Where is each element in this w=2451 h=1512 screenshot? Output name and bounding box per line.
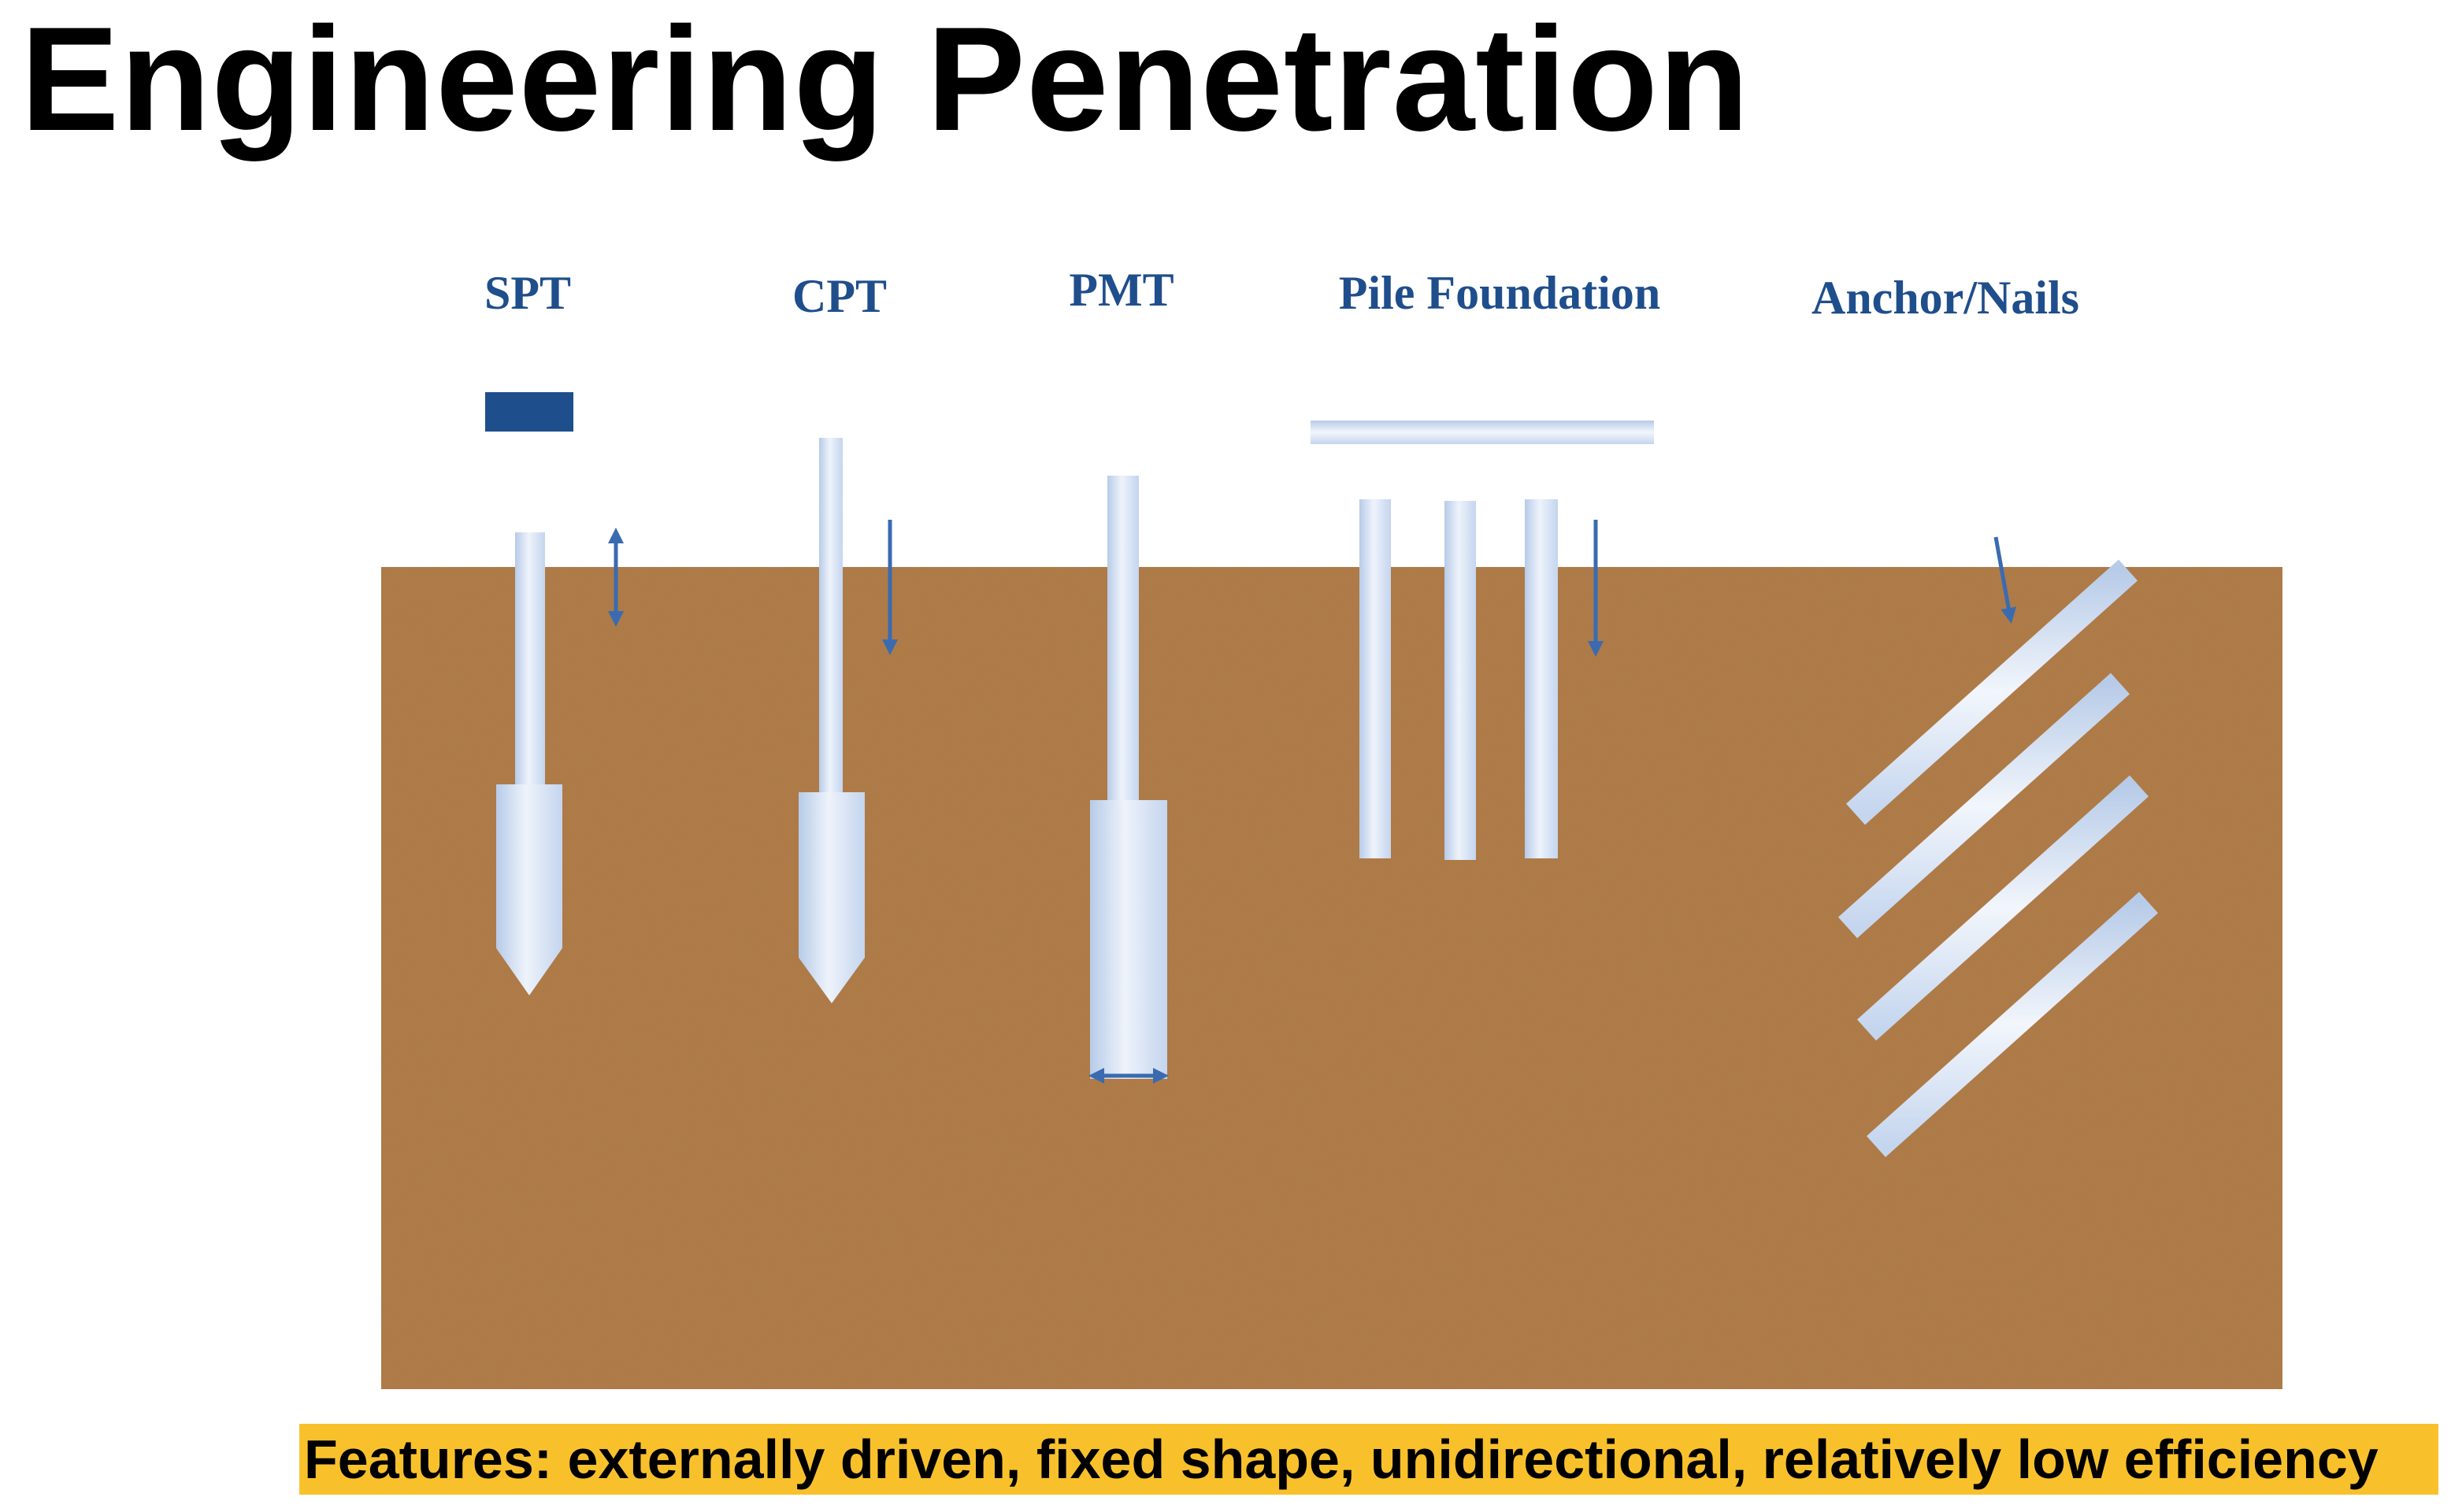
pile-cap [1311, 421, 1654, 444]
nail-2 [1837, 673, 2130, 939]
pile-foundation [1311, 421, 1654, 860]
pile-2 [1444, 501, 1476, 860]
anchor-nails [1837, 536, 2159, 1158]
label-cpt: CPT [792, 270, 887, 322]
cpt-tip [799, 958, 865, 1003]
spt-tip [496, 948, 562, 995]
label-anchor-nails: Anchor/Nails [1811, 272, 2079, 324]
spt-sampler-body [496, 784, 562, 948]
nail-4 [1866, 891, 2159, 1158]
pile-1 [1359, 499, 1391, 858]
pile-3 [1525, 499, 1558, 858]
spt-hammer-block-icon [485, 392, 573, 432]
slide-title: Engineering Penetration [20, 0, 1750, 161]
label-pmt: PMT [1069, 264, 1174, 316]
pmt-rod [1107, 476, 1139, 835]
nail-3 [1856, 775, 2149, 1041]
pmt-probe [1088, 476, 1169, 1084]
pmt-cell [1090, 800, 1167, 1079]
label-pile-foundation: Pile Foundation [1339, 267, 1660, 319]
features-note: Features: externally driven, fixed shape… [299, 1424, 2438, 1495]
label-spt: SPT [484, 267, 571, 319]
cpt-rod [819, 438, 843, 797]
spt-sampler [485, 392, 624, 995]
spt-rod [515, 532, 545, 792]
nail-1 [1845, 559, 2138, 825]
cpt-probe [799, 438, 898, 1003]
anchor-arrow-icon [1993, 536, 2017, 624]
cpt-cone-body [799, 792, 865, 958]
